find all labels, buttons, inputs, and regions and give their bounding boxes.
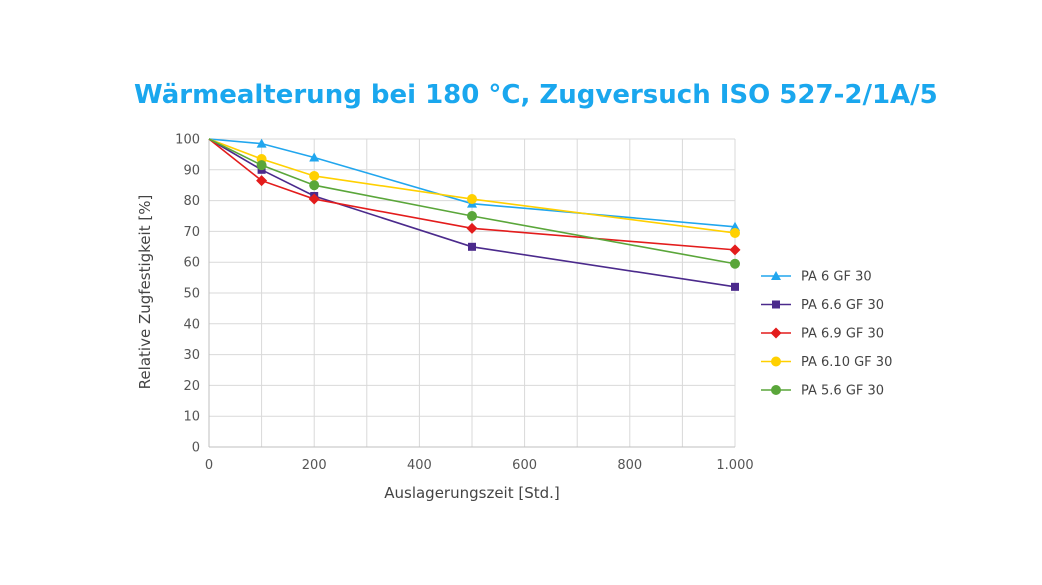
y-tick-label: 30 (183, 348, 200, 363)
y-tick-label: 60 (183, 256, 200, 271)
legend-marker (772, 300, 780, 309)
x-tick-label: 1.000 (716, 458, 753, 473)
series-5 (208, 138, 740, 269)
data-point (467, 194, 477, 205)
legend-marker (771, 385, 781, 395)
y-tick-label: 0 (192, 441, 200, 456)
series-3 (208, 138, 741, 256)
legend-label: PA 5.6 GF 30 (801, 384, 884, 399)
data-point (309, 180, 320, 191)
data-point (256, 160, 267, 171)
y-tick-label: 80 (183, 194, 200, 209)
data-point (468, 242, 476, 251)
legend-label: PA 6.10 GF 30 (801, 355, 892, 370)
legend-marker (770, 327, 782, 339)
axes (208, 139, 735, 448)
y-tick-labels: 0 10 20 30 40 50 60 70 80 90 100 (175, 133, 200, 456)
legend-marker (771, 271, 781, 280)
data-point (730, 227, 740, 238)
data-point (309, 152, 320, 162)
grid-lines (209, 138, 736, 448)
y-tick-label: 100 (175, 133, 200, 148)
legend-label: PA 6.9 GF 30 (801, 327, 884, 342)
data-point (466, 222, 478, 234)
legend-marker (771, 356, 781, 367)
chart-title: Wärmealterung bei 180 °C, Zugversuch ISO… (134, 80, 938, 110)
y-tick-label: 20 (183, 379, 200, 394)
y-tick-label: 10 (183, 410, 200, 425)
x-axis-label: Auslagerungszeit [Std.] (384, 484, 560, 502)
x-tick-labels: 0 200 400 600 800 1.000 (205, 458, 754, 473)
legend-item: PA 5.6 GF 30 (761, 384, 884, 399)
series-4 (208, 138, 740, 238)
legend-item: PA 6.6 GF 30 (761, 298, 884, 313)
x-tick-label: 0 (205, 458, 213, 473)
series-1 (208, 138, 740, 231)
legend-label: PA 6.6 GF 30 (801, 298, 884, 313)
series-group (208, 138, 741, 291)
legend-item: PA 6.9 GF 30 (761, 327, 884, 342)
y-tick-label: 90 (183, 163, 200, 178)
data-point (256, 175, 268, 187)
data-point (730, 221, 740, 231)
x-tick-label: 400 (407, 458, 432, 473)
y-tick-label: 70 (183, 225, 200, 240)
x-tick-label: 600 (512, 458, 537, 473)
legend: PA 6 GF 30 PA 6.6 GF 30 PA 6.9 GF 30 PA 6.1… (761, 270, 892, 399)
data-point (730, 258, 740, 269)
data-point (729, 244, 741, 256)
data-point (731, 282, 739, 291)
legend-item: PA 6.10 GF 30 (761, 355, 892, 370)
y-tick-label: 40 (183, 317, 200, 332)
legend-item: PA 6 GF 30 (761, 270, 872, 285)
data-point (467, 211, 477, 221)
data-point (308, 193, 320, 205)
data-point (256, 138, 267, 148)
x-tick-label: 200 (302, 458, 327, 473)
data-point (309, 170, 320, 181)
x-tick-label: 800 (617, 458, 642, 473)
y-tick-label: 50 (183, 287, 200, 302)
legend-label: PA 6 GF 30 (801, 270, 872, 285)
y-axis-label: Relative Zugfestigkeit [%] (136, 195, 154, 390)
